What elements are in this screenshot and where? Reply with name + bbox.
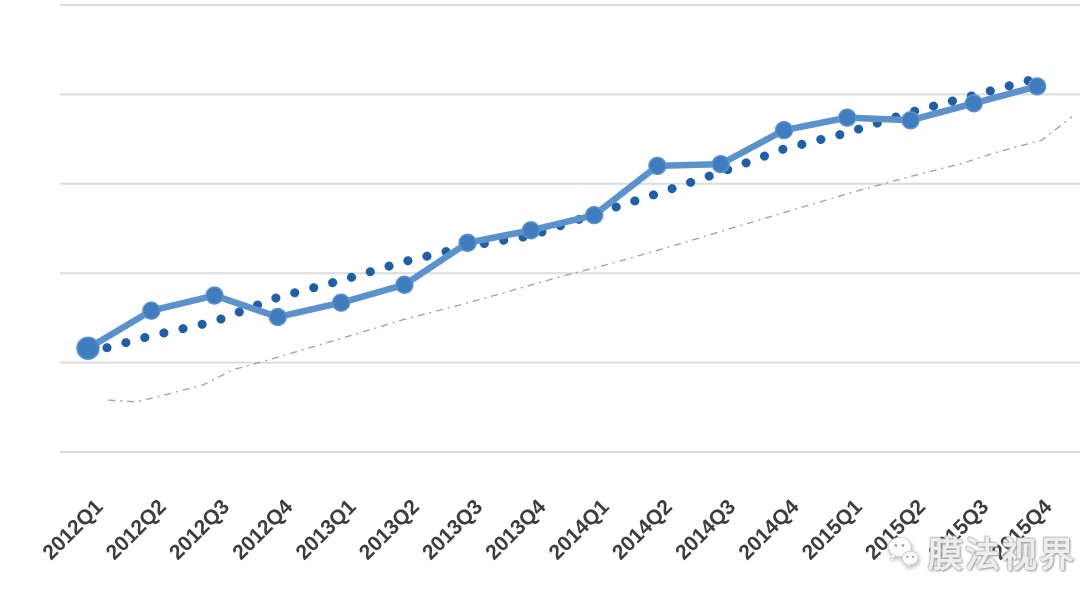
data-point-marker <box>838 108 857 127</box>
x-axis-label: 2014Q1 <box>545 495 614 564</box>
x-axis-label: 2012Q2 <box>102 495 171 564</box>
data-point-marker <box>331 293 351 312</box>
x-axis-label: 2015Q3 <box>924 495 993 564</box>
x-axis-label: 2015Q2 <box>861 495 930 564</box>
x-axis-label: 2012Q4 <box>228 495 297 564</box>
data-point-marker <box>395 275 414 294</box>
x-axis-label: 2014Q3 <box>671 495 740 564</box>
x-axis-label: 2012Q1 <box>38 495 107 564</box>
data-point-marker <box>521 221 541 240</box>
x-axis-label: 2015Q1 <box>798 495 867 564</box>
data-point-marker <box>774 121 794 140</box>
data-point-marker <box>268 307 287 327</box>
x-axis-label: 2014Q2 <box>608 495 677 564</box>
data-point-marker <box>458 233 477 252</box>
x-axis-label: 2012Q3 <box>165 495 234 564</box>
reference-dashed-line <box>108 116 1073 403</box>
data-point-marker <box>648 156 667 176</box>
data-point-marker <box>964 94 983 113</box>
x-axis-label: 2014Q4 <box>734 495 803 564</box>
x-axis-label: 2015Q4 <box>987 495 1056 564</box>
data-point-marker <box>76 336 100 361</box>
data-point-marker <box>585 205 604 225</box>
x-axis-label: 2013Q2 <box>355 495 424 564</box>
data-point-marker <box>205 286 224 305</box>
x-axis-label: 2013Q3 <box>418 495 487 564</box>
data-point-marker <box>901 111 920 130</box>
x-axis-label: 2013Q4 <box>481 495 550 564</box>
data-point-marker <box>711 154 730 174</box>
x-axis-label: 2013Q1 <box>292 495 361 564</box>
data-point-marker <box>142 301 161 320</box>
data-point-marker <box>1027 77 1047 96</box>
main-series-line <box>84 83 1041 352</box>
